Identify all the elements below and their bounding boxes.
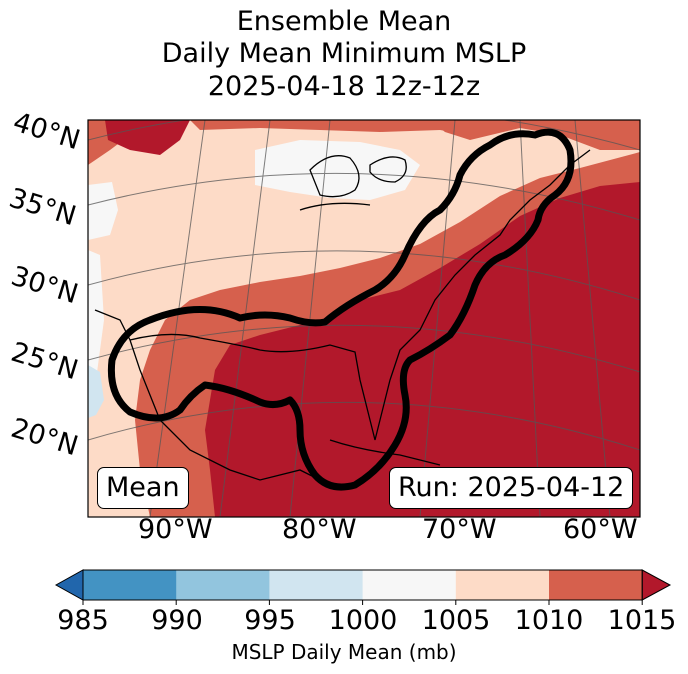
graticule: [88, 120, 640, 517]
cbar-segment-985: [83, 570, 177, 600]
lon-label-60: 60°W: [563, 514, 638, 545]
title-line-3: 2025-04-18 12z-12z: [207, 71, 481, 102]
cbar-segment-1010: [549, 570, 643, 600]
cbar-extend-high: [641, 569, 672, 601]
run-label: Run: 2025-04-12: [389, 467, 634, 509]
cbar-tick-1010: 1010: [514, 605, 584, 636]
mslp-fill-1000-great-lakes: [255, 140, 420, 200]
mslp-fill-1000-west: [88, 182, 118, 240]
cbar-tick-985: 985: [57, 605, 109, 636]
title-line-1: Ensemble Mean: [236, 6, 452, 37]
lon-label-90: 90°W: [138, 514, 213, 545]
cbar-tick-990: 990: [151, 605, 203, 636]
cbar-segment-990: [176, 570, 270, 600]
cbar-segment-1005: [455, 570, 550, 600]
lon-label-80: 80°W: [282, 514, 357, 545]
cbar-tick-995: 995: [244, 605, 296, 636]
lon-label-70: 70°W: [422, 514, 497, 545]
title-line-2: Daily Mean Minimum MSLP: [161, 38, 527, 69]
mean-label: Mean: [97, 467, 189, 509]
cbar-tick-1015: 1015: [607, 605, 677, 636]
mslp-fill-1005: [88, 120, 640, 517]
mean-contour: [107, 128, 575, 491]
mslp-fill-top-left: [105, 120, 190, 155]
cbar-tick-1000: 1000: [328, 605, 398, 636]
cbar-extend-low: [54, 569, 84, 601]
cbar-segment-995: [269, 570, 364, 600]
mslp-fill-995-patch: [88, 365, 104, 418]
colorbar-title: MSLP Daily Mean (mb): [231, 640, 457, 664]
map-frame: [87, 119, 641, 518]
mslp-fill-top-right: [430, 120, 640, 150]
mslp-fill-top-center: [190, 120, 480, 135]
cbar-segment-1000: [362, 570, 457, 600]
cbar-tick-1005: 1005: [421, 605, 491, 636]
